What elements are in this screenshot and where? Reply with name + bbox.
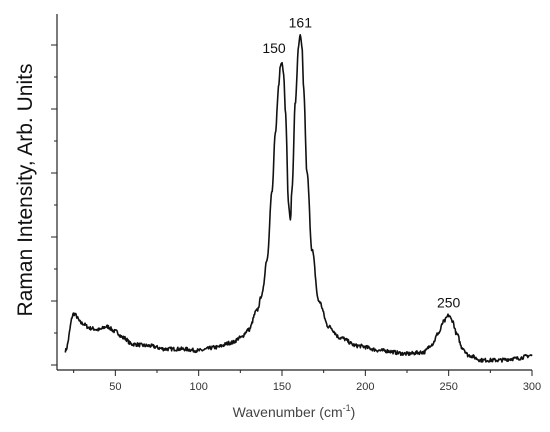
x-axis-title: Wavenumber (cm-1) <box>233 403 356 420</box>
peak-label-250: 250 <box>437 294 461 310</box>
y-axis-title: Raman Intensity, Arb. Units <box>14 64 37 317</box>
peak-label-161: 161 <box>289 14 313 30</box>
axes: 50 100 150 200 250 300 <box>51 14 541 393</box>
x-tick-label: 300 <box>523 381 541 393</box>
series-layer <box>64 34 533 363</box>
x-tick-label: 200 <box>356 381 374 393</box>
x-tick-label: 50 <box>109 381 121 393</box>
x-tick-label: 250 <box>439 381 457 393</box>
peak-label-150: 150 <box>262 40 286 56</box>
x-axis-title-suffix: ) <box>351 404 356 420</box>
x-axis-title-superscript: -1 <box>343 403 351 413</box>
x-tick-label: 100 <box>189 381 207 393</box>
spectrum-line <box>64 34 533 363</box>
x-axis-title-main: Wavenumber (cm <box>233 404 343 420</box>
x-tick-label: 150 <box>273 381 291 393</box>
